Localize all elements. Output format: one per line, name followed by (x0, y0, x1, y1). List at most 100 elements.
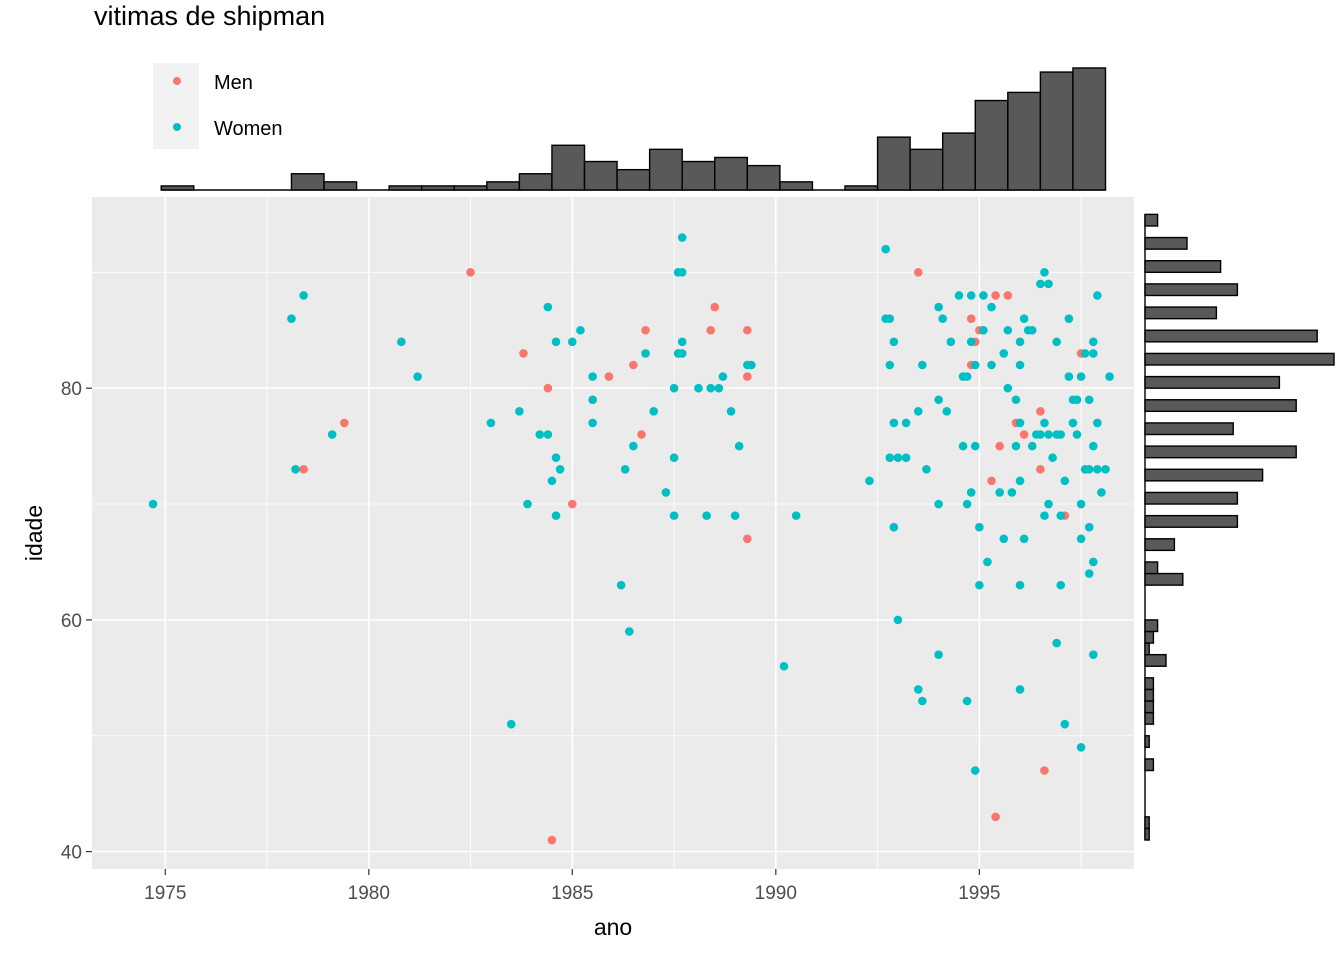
data-point-women (1040, 268, 1049, 277)
data-point-women (1072, 395, 1082, 405)
data-point-women (1044, 499, 1053, 509)
data-point-men (710, 302, 720, 312)
data-point-women (1084, 569, 1094, 578)
data-point-men (567, 499, 577, 509)
data-point-women (1007, 488, 1017, 497)
data-point-women (588, 372, 597, 381)
data-point-women (1084, 464, 1094, 474)
data-point-women (515, 407, 524, 416)
histogram-x-bar (941, 132, 976, 191)
data-point-women (958, 441, 968, 451)
data-point-women (954, 291, 964, 300)
data-point-men (966, 314, 976, 323)
x-tick-label: 1980 (348, 883, 390, 904)
histogram-y-bar (1144, 352, 1335, 366)
data-point-women (1015, 337, 1025, 347)
data-point-women (694, 383, 703, 393)
data-point-women (1076, 534, 1086, 544)
data-point-men (629, 360, 638, 370)
data-point-women (299, 291, 308, 300)
data-point-women (148, 499, 158, 509)
data-point-men (991, 291, 1000, 300)
data-point-women (962, 696, 972, 706)
data-point-women (506, 719, 516, 729)
data-point-women (677, 337, 687, 347)
data-point-men (604, 372, 614, 381)
data-point-women (889, 337, 899, 347)
data-point-women (885, 360, 895, 370)
data-point-women (1093, 464, 1102, 474)
histogram-y-bar (1144, 630, 1155, 644)
histogram-x-bar (1072, 67, 1107, 191)
histogram-y-bar (1144, 306, 1218, 320)
data-point-women (934, 499, 943, 509)
histogram-x-bar (648, 148, 683, 191)
data-point-women (1027, 441, 1037, 451)
data-point-women (999, 534, 1009, 544)
legend-key-women (173, 123, 181, 131)
data-point-women (1093, 418, 1102, 428)
histogram-x-bar (779, 181, 814, 191)
data-point-women (649, 407, 659, 416)
data-point-women (1056, 511, 1066, 520)
y-tick-label: 40 (61, 843, 82, 864)
data-point-women (535, 430, 545, 439)
data-point-women (661, 488, 671, 497)
data-point-women (567, 337, 577, 347)
histogram-x-bar (876, 136, 911, 191)
data-point-women (1040, 511, 1049, 520)
data-point-women (551, 453, 561, 462)
data-point-women (706, 383, 715, 393)
histogram-y-bar (1144, 213, 1159, 227)
histogram-x-bar (909, 148, 944, 191)
data-point-women (913, 685, 923, 694)
data-point-women (588, 395, 597, 405)
data-point-men (913, 268, 923, 277)
data-point-women (1015, 476, 1025, 486)
histogram-x-bar (323, 181, 358, 191)
data-point-women (1076, 372, 1086, 381)
legend-key-men (173, 77, 181, 85)
histogram-x-bar (551, 144, 586, 191)
data-point-women (287, 314, 296, 323)
data-point-men (543, 383, 553, 393)
histogram-x-bar (453, 185, 488, 191)
histogram-y-bar (1144, 735, 1150, 749)
histogram-x-bar (160, 185, 195, 191)
data-point-women (946, 337, 956, 347)
data-point-women (893, 615, 903, 625)
data-point-women (942, 407, 952, 416)
data-point-women (1060, 476, 1070, 486)
data-point-women (1093, 291, 1102, 300)
data-point-men (340, 418, 349, 428)
data-point-women (1011, 395, 1021, 405)
data-point-women (1060, 719, 1070, 729)
histogram-y-bar (1144, 375, 1281, 389)
x-tick-label: 1995 (958, 883, 1000, 904)
data-point-women (791, 511, 801, 520)
histogram-y-bar (1144, 283, 1239, 297)
data-point-women (624, 627, 634, 636)
data-point-men (641, 325, 650, 335)
data-point-women (1080, 349, 1090, 358)
data-point-women (726, 407, 736, 416)
data-point-women (397, 337, 406, 347)
y-tick-label: 80 (61, 379, 82, 400)
data-point-women (1072, 430, 1082, 439)
data-point-women (1052, 638, 1061, 648)
histogram-x-bar (388, 185, 423, 191)
data-point-women (901, 418, 911, 428)
data-point-men (466, 268, 475, 277)
x-tick-label: 1975 (144, 883, 186, 904)
histogram-y-bar (1144, 468, 1264, 482)
histogram-y-bar (1144, 653, 1167, 667)
data-point-men (991, 812, 1000, 822)
data-point-women (291, 464, 300, 474)
data-point-men (743, 325, 752, 335)
data-point-women (1027, 325, 1037, 335)
data-point-women (747, 360, 756, 370)
data-point-women (918, 360, 927, 370)
data-point-women (913, 407, 923, 416)
data-point-women (881, 244, 891, 254)
